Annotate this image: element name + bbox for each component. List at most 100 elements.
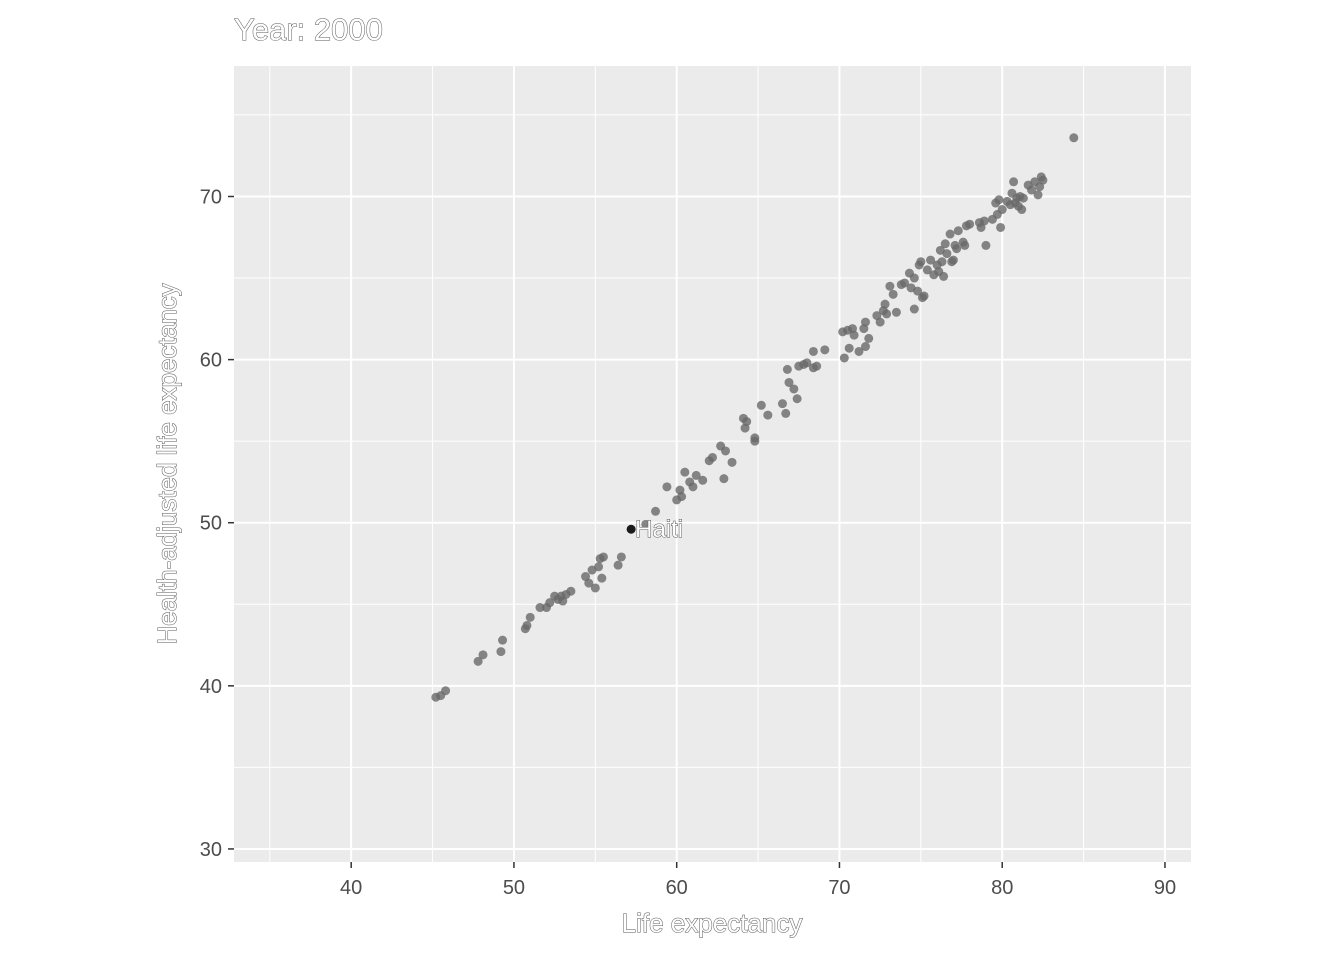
data-point	[844, 343, 854, 353]
data-point	[792, 394, 802, 404]
grid-major	[234, 66, 1191, 862]
data-point	[781, 408, 791, 418]
y-tick-label: 60	[200, 350, 222, 372]
data-point	[812, 361, 822, 371]
data-point	[496, 647, 506, 657]
data-point	[1033, 190, 1043, 200]
y-axis-ticks: 30 40 50 60 70	[200, 186, 234, 861]
data-point	[763, 410, 773, 420]
data-point	[651, 506, 661, 516]
data-point	[1069, 133, 1079, 143]
data-point	[802, 358, 812, 368]
data-point	[535, 603, 545, 613]
data-point	[888, 289, 898, 299]
x-tick-label: 80	[991, 877, 1013, 899]
data-point	[913, 286, 923, 296]
data-point	[919, 291, 929, 301]
data-point	[677, 492, 687, 502]
data-point	[994, 195, 1004, 205]
data-point	[860, 317, 870, 327]
data-point	[849, 330, 859, 340]
data-point	[854, 346, 864, 356]
data-point	[708, 452, 717, 462]
data-point	[662, 482, 672, 492]
data-point	[441, 686, 451, 696]
data-point	[960, 240, 970, 250]
data-point	[885, 281, 895, 291]
data-point	[808, 346, 818, 356]
y-tick-label: 70	[200, 186, 222, 208]
data-point	[782, 364, 792, 374]
data-point	[839, 353, 849, 363]
y-tick-label: 40	[200, 676, 222, 698]
x-tick-label: 90	[1154, 877, 1176, 899]
data-point	[979, 216, 989, 226]
panel-background	[234, 66, 1191, 862]
data-point	[727, 457, 737, 467]
data-point	[952, 244, 962, 254]
y-axis-title: Health-adjusted life expectancy	[152, 283, 182, 644]
data-point	[756, 400, 766, 410]
data-point	[566, 586, 576, 596]
grid-minor	[234, 66, 1191, 862]
data-point	[740, 423, 750, 433]
data-point	[525, 612, 535, 622]
data-point	[522, 620, 532, 630]
data-point	[1036, 172, 1046, 182]
data-point	[926, 255, 936, 265]
data-point	[900, 278, 910, 288]
data-point	[478, 650, 488, 660]
data-point	[997, 205, 1007, 215]
data-point	[937, 257, 947, 267]
data-point	[940, 239, 950, 249]
highlight-point	[626, 524, 636, 534]
x-tick-label: 60	[666, 877, 688, 899]
data-point	[545, 598, 555, 608]
data-point	[584, 578, 594, 588]
data-point	[598, 552, 608, 562]
data-point	[641, 519, 651, 529]
x-tick-label: 50	[503, 877, 525, 899]
data-point	[916, 257, 926, 267]
x-tick-label: 40	[340, 877, 362, 899]
data-point	[688, 482, 698, 492]
data-point	[981, 240, 991, 250]
y-tick-label: 30	[200, 839, 222, 861]
data-point	[909, 273, 919, 283]
data-point	[1009, 177, 1019, 187]
data-point	[875, 317, 885, 327]
data-point	[750, 433, 760, 443]
data-point	[784, 377, 794, 387]
data-point	[498, 635, 508, 645]
data-point	[691, 470, 701, 480]
data-point	[948, 255, 958, 265]
data-point	[942, 249, 952, 259]
x-axis-title: Life expectancy	[622, 908, 803, 938]
data-point	[996, 222, 1006, 232]
data-point	[473, 656, 483, 666]
data-point	[922, 265, 932, 275]
data-point	[1027, 185, 1036, 195]
data-point	[945, 229, 955, 239]
data-point	[719, 474, 729, 484]
data-point	[721, 446, 731, 456]
data-point	[880, 299, 890, 309]
data-point	[939, 271, 949, 281]
data-point	[597, 573, 607, 583]
data-point	[820, 345, 830, 355]
highlight-point-group: Haiti	[626, 516, 684, 544]
x-tick-label: 70	[828, 877, 850, 899]
data-point	[698, 475, 708, 485]
data-point	[789, 384, 799, 394]
data-point	[777, 399, 787, 409]
data-point	[953, 226, 963, 236]
data-point	[860, 342, 870, 352]
x-axis-ticks: 40 50 60 70 80 90	[340, 862, 1176, 899]
highlight-label: Haiti	[635, 516, 683, 543]
data-point	[680, 467, 690, 477]
data-point	[864, 333, 874, 343]
data-point	[891, 307, 901, 317]
data-points	[431, 133, 1079, 702]
y-tick-label: 50	[200, 513, 222, 535]
